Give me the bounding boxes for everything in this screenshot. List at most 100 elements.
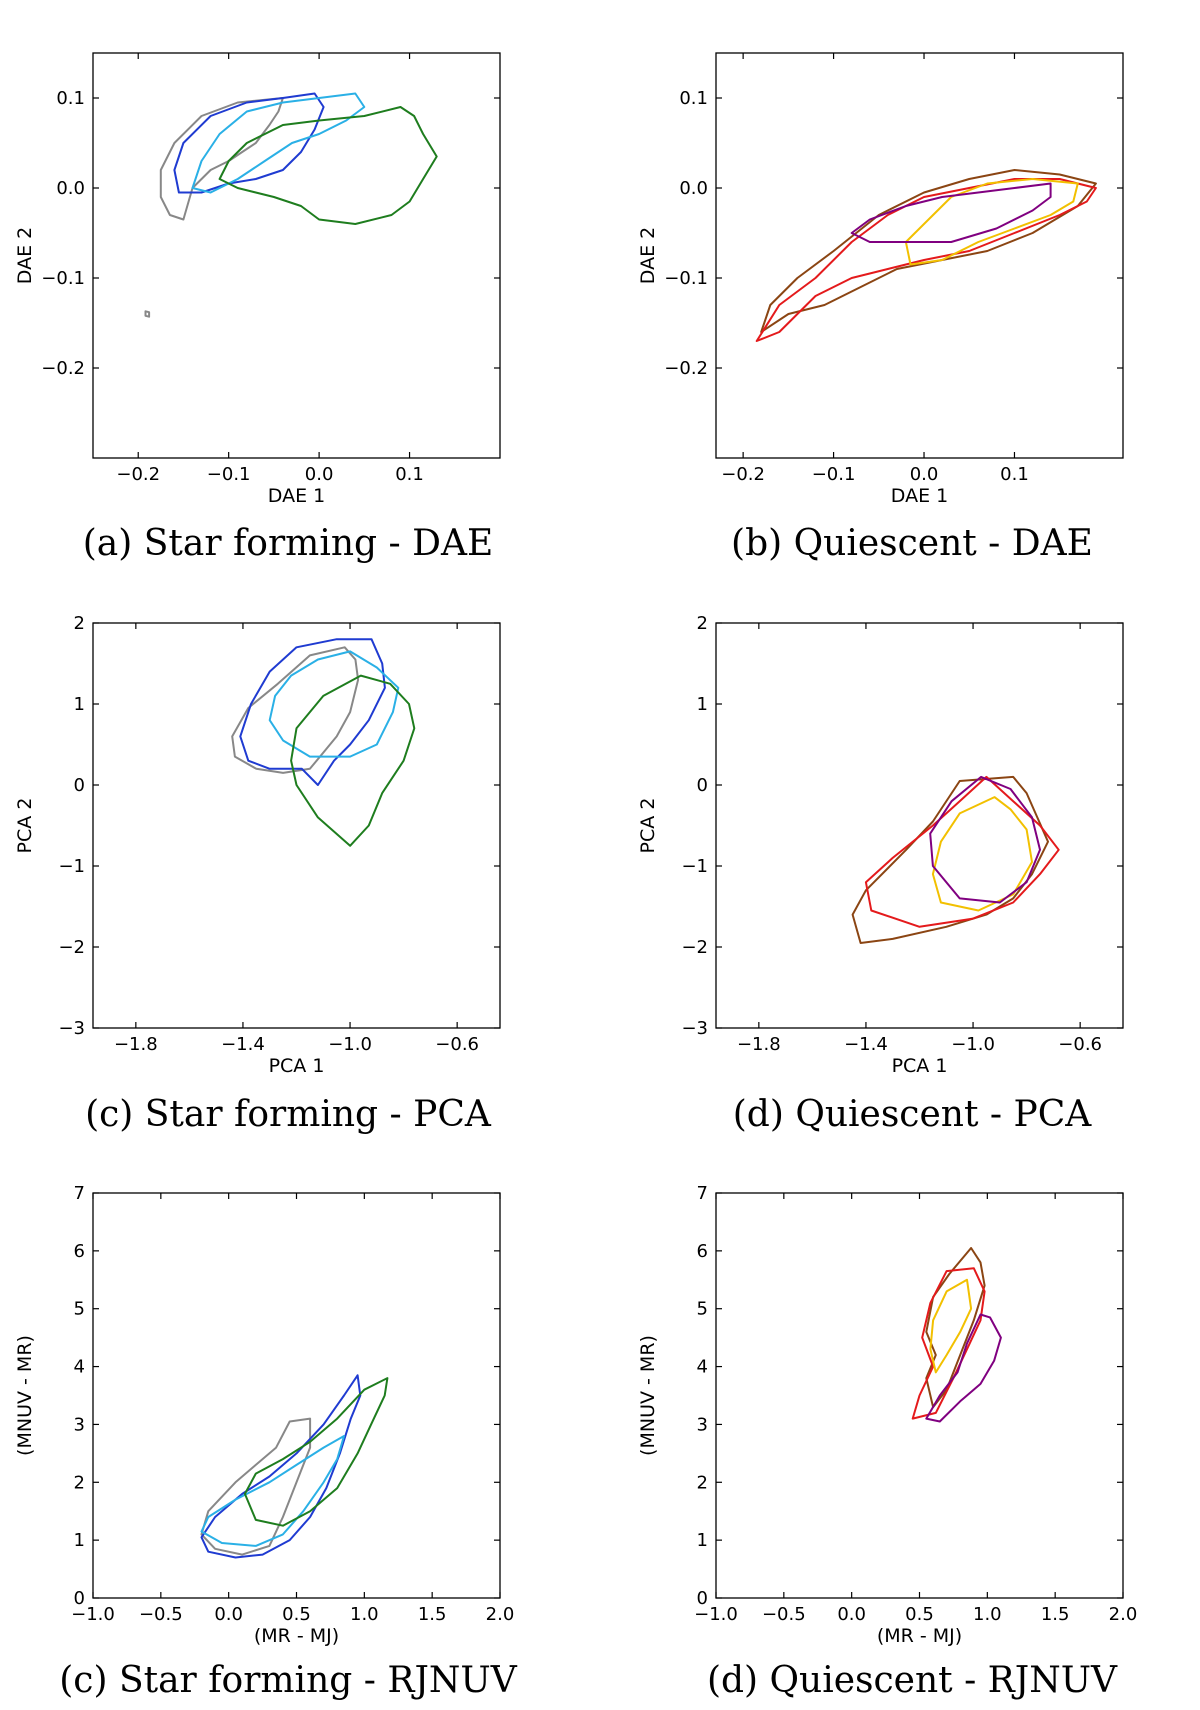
y-tick-label: 0.0: [679, 178, 708, 199]
y-axis-label: PCA 2: [637, 798, 659, 854]
panel-caption: (d) Quiescent - PCA: [733, 1094, 1093, 1135]
panel-caption: (c) Star forming - PCA: [85, 1094, 492, 1135]
x-tick-label: 1.5: [418, 1604, 447, 1625]
y-tick-label: 5: [697, 1299, 708, 1320]
panel-d1: −1.8 −1.4 −1.0 −0.6 2 1 0 −1 −2 −3 PCA 1 PCA 2 (d) Q…: [637, 613, 1124, 1135]
density-contour: [904, 178, 1079, 266]
panel-caption: (d) Quiescent - RJNUV: [707, 1660, 1118, 1701]
x-tick-label: 0.1: [1000, 464, 1029, 485]
y-tick-label: −1: [58, 856, 85, 877]
y-tick-label: 4: [74, 1357, 85, 1378]
density-contour: [929, 1278, 973, 1374]
y-tick-label: −0.1: [41, 268, 85, 289]
y-tick-label: −0.2: [664, 358, 708, 379]
y-tick-label: 3: [697, 1414, 708, 1435]
contour-group: [851, 775, 1060, 944]
x-tick-label: −1.4: [221, 1034, 265, 1055]
x-tick-label: 1.0: [973, 1604, 1002, 1625]
y-tick-label: 0.1: [56, 88, 85, 109]
density-contour: [850, 182, 1052, 243]
x-axis-label: PCA 1: [269, 1055, 325, 1077]
y-tick-label: 5: [74, 1299, 85, 1320]
panel-b: −0.2 −0.1 0.0 0.1 0.1 0.0 −0.1 −0.2 DAE 1 DAE 2 (b…: [637, 52, 1124, 564]
x-tick-label: −1.4: [844, 1034, 888, 1055]
x-tick-label: −1.0: [71, 1604, 115, 1625]
y-tick-label: 1: [697, 694, 708, 715]
y-tick-label: 0.1: [679, 88, 708, 109]
y-tick-label: 6: [697, 1241, 708, 1262]
x-tick-label: 0.0: [837, 1604, 866, 1625]
panel-a: −0.2 −0.1 0.0 0.1 0.1 0.0 −0.1 −0.2 DAE 1 DAE 2 (a…: [14, 52, 501, 564]
y-tick-label: −2: [58, 937, 85, 958]
y-axis-label: DAE 2: [637, 227, 659, 284]
density-contour: [191, 92, 366, 194]
y-tick-label: 4: [697, 1357, 708, 1378]
density-contour: [200, 1435, 345, 1547]
density-contour: [231, 646, 360, 774]
panel-caption: (a) Star forming - DAE: [83, 523, 494, 564]
x-tick-label: −0.2: [721, 464, 765, 485]
y-tick-label: 1: [74, 694, 85, 715]
x-tick-label: −0.6: [1058, 1034, 1102, 1055]
x-tick-label: −1.8: [114, 1034, 158, 1055]
panel-c2: −1.0 −0.5 0.0 0.5 1.0 1.5 2.0 0 1 2 3 4 5 6 7 (MR - MJ)…: [14, 1183, 518, 1701]
x-tick-label: 0.5: [282, 1604, 311, 1625]
y-tick-label: 1: [74, 1530, 85, 1551]
plot-frame: [92, 622, 501, 1029]
y-tick-label: 7: [697, 1183, 708, 1204]
x-tick-label: −0.6: [435, 1034, 479, 1055]
x-axis-label: (MR - MJ): [877, 1625, 962, 1647]
y-tick-label: 2: [74, 1472, 85, 1493]
density-contour: [755, 178, 1097, 342]
y-tick-label: 0: [697, 775, 708, 796]
y-tick-label: 0.0: [56, 178, 85, 199]
x-tick-label: 1.5: [1041, 1604, 1070, 1625]
y-tick-label: −2: [681, 937, 708, 958]
panel-caption: (c) Star forming - RJNUV: [59, 1660, 517, 1701]
x-tick-label: 0.1: [395, 464, 424, 485]
density-contour: [864, 775, 1060, 928]
density-contour: [159, 97, 284, 221]
contour-group: [911, 1247, 1002, 1423]
density-contour: [760, 169, 1097, 333]
y-tick-label: 1: [697, 1530, 708, 1551]
y-tick-label: 2: [697, 613, 708, 634]
x-tick-label: 0.0: [305, 464, 334, 485]
y-tick-label: 2: [697, 1472, 708, 1493]
density-contour: [144, 310, 151, 318]
density-contour: [911, 1267, 986, 1420]
x-tick-label: 1.0: [350, 1604, 379, 1625]
x-tick-label: 2.0: [486, 1604, 515, 1625]
density-contour: [218, 106, 438, 225]
plot-frame: [715, 52, 1124, 459]
panel-caption: (b) Quiescent - DAE: [731, 523, 1093, 564]
contour-group: [200, 1374, 389, 1559]
x-tick-label: −1.8: [737, 1034, 781, 1055]
density-contour: [268, 650, 400, 758]
density-contour: [200, 1374, 362, 1559]
y-axis-label: (MNUV - MR): [637, 1335, 659, 1456]
x-tick-label: −1.0: [328, 1034, 372, 1055]
y-axis-label: DAE 2: [14, 227, 36, 284]
y-tick-label: −1: [681, 856, 708, 877]
x-axis-label: PCA 1: [892, 1055, 948, 1077]
y-tick-label: −3: [58, 1018, 85, 1039]
y-tick-label: 7: [74, 1183, 85, 1204]
x-tick-label: 2.0: [1109, 1604, 1138, 1625]
plot-frame: [92, 52, 501, 459]
y-axis-label: (MNUV - MR): [14, 1335, 36, 1456]
x-tick-label: −0.5: [139, 1604, 183, 1625]
x-tick-label: −0.1: [812, 464, 856, 485]
x-tick-label: 0.5: [905, 1604, 934, 1625]
x-tick-label: 0.0: [910, 464, 939, 485]
x-tick-label: 0.0: [214, 1604, 243, 1625]
y-tick-label: 3: [74, 1414, 85, 1435]
density-contour: [290, 674, 416, 847]
density-contour: [925, 1313, 1002, 1423]
contour-group: [231, 638, 416, 847]
panel-c1: −1.8 −1.4 −1.0 −0.6 2 1 0 −1 −2 −3 PCA 1 PCA 2 (c) S…: [14, 613, 501, 1135]
contour-group: [144, 92, 438, 318]
y-tick-label: −3: [681, 1018, 708, 1039]
y-tick-label: −0.2: [41, 358, 85, 379]
